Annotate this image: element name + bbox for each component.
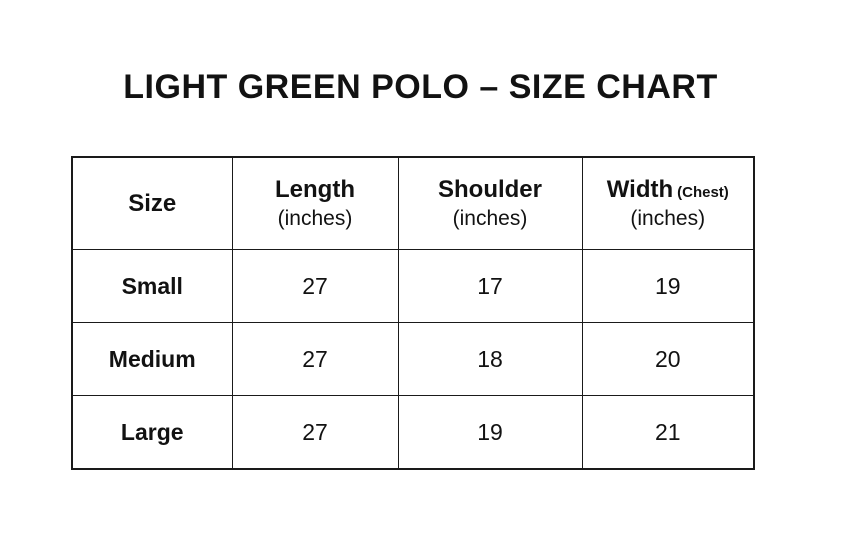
size-cell: Large [71,395,233,470]
length-cell: 27 [231,249,399,323]
width-cell: 19 [581,249,755,323]
length-cell: 27 [231,322,399,396]
column-header-unit: (inches) [277,206,353,230]
shoulder-cell: 18 [397,322,583,396]
column-header-label: Length [275,175,355,203]
size-cell: Medium [71,322,233,396]
column-header-size: Size [71,156,233,250]
page-title: LIGHT GREEN POLO – SIZE CHART [123,68,718,106]
shoulder-cell: 19 [397,395,583,470]
width-cell: 21 [581,395,755,470]
column-header-label: Shoulder [437,175,542,203]
column-header-label: Size [128,189,177,217]
table-row-medium: Medium 27 18 20 [71,322,755,396]
column-header-note: (Chest) [677,183,729,201]
table-row-small: Small 27 17 19 [71,249,755,323]
shoulder-cell: 17 [397,249,583,323]
column-header-shoulder: Shoulder (inches) [397,156,583,250]
header-row: Size Length (inches) Shoulder (inches) W… [71,156,755,250]
size-cell: Small [71,249,233,323]
length-cell: 27 [231,395,399,470]
size-chart-table: Size Length (inches) Shoulder (inches) W… [71,156,755,470]
width-cell: 20 [581,322,755,396]
column-header-length: Length (inches) [231,156,399,250]
column-header-unit: (inches) [630,206,706,230]
column-header-unit: (inches) [452,206,528,230]
column-header-width: Width (Chest) (inches) [581,156,755,250]
column-header-label: Width [606,175,674,203]
table-row-large: Large 27 19 21 [71,395,755,470]
